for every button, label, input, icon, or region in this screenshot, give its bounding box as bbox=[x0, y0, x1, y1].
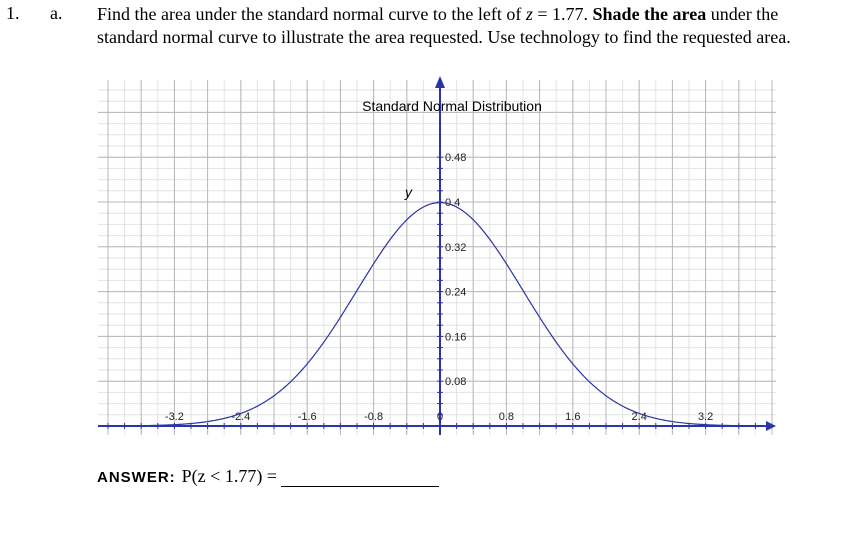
answer-blank[interactable] bbox=[280, 468, 439, 487]
x-tick-label: 0.8 bbox=[499, 411, 514, 423]
chart-svg: -3.2 -2.4 -1.6 -0.8 0 0.8 1.6 2.4 3.2 0.080.160.… bbox=[98, 76, 776, 435]
question-text: Find the area under the standard normal … bbox=[97, 3, 817, 49]
question-instruction-bold: Shade the area bbox=[592, 4, 707, 24]
chart-major-grid bbox=[98, 80, 776, 435]
question-part-label: a. bbox=[50, 3, 63, 23]
y-tick-label: 0.16 bbox=[445, 331, 466, 343]
x-tick-label: 3.2 bbox=[698, 411, 713, 423]
question-text-value: = 1.77. bbox=[532, 4, 593, 24]
answer-label: ANSWER: bbox=[97, 469, 176, 486]
y-tick-label: 0.4 bbox=[445, 197, 460, 209]
y-axis-arrow bbox=[435, 76, 445, 88]
normal-distribution-chart: -3.2 -2.4 -1.6 -0.8 0 0.8 1.6 2.4 3.2 0.08 0.16 0.… bbox=[0, 70, 844, 450]
chart-title: Standard Normal Distribution bbox=[362, 98, 542, 114]
question-text-end: under the standard normal curve to illus… bbox=[97, 4, 791, 47]
answer-line: ANSWER: P(z < 1.77) = bbox=[97, 466, 439, 487]
z-variable: z bbox=[525, 4, 533, 24]
x-tick-label: -2.4 bbox=[231, 411, 250, 423]
x-tick-label: 0 bbox=[437, 411, 443, 423]
y-tick-label: 0.32 bbox=[445, 242, 466, 254]
y-tick-label: 0.48 bbox=[445, 152, 466, 164]
y-axis-label: y bbox=[404, 184, 413, 200]
y-tick-label: 0.24 bbox=[445, 287, 466, 299]
normal-curve-line bbox=[98, 201, 769, 427]
x-axis-ticks: -3.2 -2.4 -1.6 -0.8 0 0.8 1.6 2.4 3.2 bbox=[107, 411, 756, 429]
question-number: 1. bbox=[6, 3, 20, 23]
x-tick-label: -3.2 bbox=[165, 411, 184, 423]
chart-axes bbox=[98, 76, 776, 435]
x-tick-label: -1.6 bbox=[298, 411, 317, 423]
y-axis-ticks: 0.08 0.16 0.24 0.32 0.4 0.48 bbox=[437, 152, 466, 416]
answer-expression: P(z < 1.77) = bbox=[181, 466, 277, 486]
x-tick-label: 2.4 bbox=[632, 411, 647, 423]
question-text-start: Find the area under the standard normal … bbox=[97, 4, 526, 24]
y-tick-label: 0.08 bbox=[445, 376, 466, 388]
x-axis-arrow bbox=[766, 421, 776, 431]
x-tick-label: -0.8 bbox=[364, 411, 383, 423]
x-tick-label: 1.6 bbox=[565, 411, 580, 423]
